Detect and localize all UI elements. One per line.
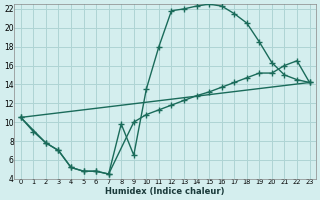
X-axis label: Humidex (Indice chaleur): Humidex (Indice chaleur): [105, 187, 225, 196]
